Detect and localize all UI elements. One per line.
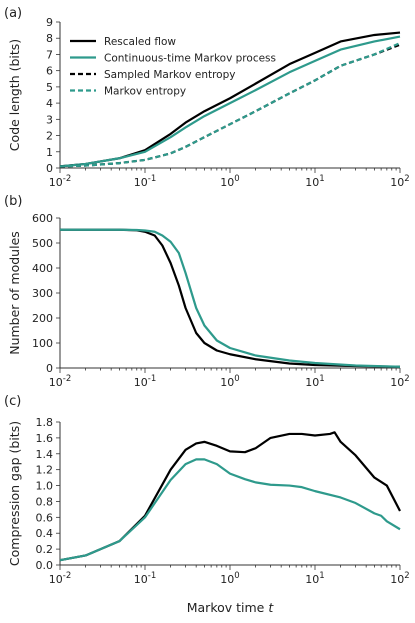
y-tick-label: 400 xyxy=(32,262,53,275)
y-tick-label: 0.0 xyxy=(36,559,54,572)
x-tick-label: 10-1 xyxy=(134,374,156,389)
y-axis-label: Compression gap (bits) xyxy=(7,421,22,566)
legend: Rescaled flow Continuous-time Markov proc… xyxy=(70,36,276,97)
y-tick-label: 4 xyxy=(46,97,53,110)
y-tick-label: 2 xyxy=(46,130,53,143)
y-tick-label: 300 xyxy=(32,287,53,300)
x-tick-label: 101 xyxy=(305,174,324,189)
x-tick-label: 10-2 xyxy=(49,374,71,389)
legend-label: Rescaled flow xyxy=(104,36,176,48)
y-tick-label: 1.8 xyxy=(36,416,54,429)
y-tick-label: 1.4 xyxy=(36,448,54,461)
series-line-1 xyxy=(60,228,401,368)
x-axis-label: Markov time t xyxy=(187,600,275,615)
y-tick-label: 0 xyxy=(46,162,53,175)
x-tick-label: 100 xyxy=(220,374,239,389)
x-tick-label: 10-1 xyxy=(134,174,156,189)
x-tick-label: 10-2 xyxy=(49,174,71,189)
y-tick-label: 8 xyxy=(46,32,53,45)
panel-c: (c) 0.0 0.2 0.4 0.6 0.8 1.0 1.2 1.4 1.6 1.8 10-2 10-… xyxy=(4,394,410,615)
y-tick-label: 100 xyxy=(32,337,53,350)
x-tick-label: 102 xyxy=(390,174,409,189)
y-tick-label: 1.2 xyxy=(36,464,54,477)
legend-label: Continuous-time Markov process xyxy=(104,52,276,64)
x-tick-label: 10-2 xyxy=(49,571,71,586)
y-tick-label: 0.2 xyxy=(36,543,54,556)
y-tick-label: 200 xyxy=(32,312,53,325)
legend-label: Markov entropy xyxy=(104,85,186,97)
legend-label: Sampled Markov entropy xyxy=(104,69,236,81)
y-tick-label: 0.4 xyxy=(36,527,54,540)
series-line-1 xyxy=(59,35,401,168)
x-tick-label: 100 xyxy=(220,571,239,586)
series-line-1 xyxy=(59,458,401,562)
panel-b: (b) 0 100 200 300 400 500 600 10-2 10-1 100 101 102 N… xyxy=(4,194,410,389)
y-tick-label: 1 xyxy=(46,146,53,159)
y-tick-label: 3 xyxy=(46,113,53,126)
y-tick-label: 9 xyxy=(46,16,53,29)
y-tick-label: 6 xyxy=(46,65,53,78)
y-tick-label: 500 xyxy=(32,237,53,250)
x-tick-label: 10-1 xyxy=(134,571,156,586)
y-tick-label: 1.0 xyxy=(36,480,54,493)
y-tick-label: 5 xyxy=(46,81,53,94)
x-tick-label: 100 xyxy=(220,174,239,189)
panel-label: (c) xyxy=(4,394,21,409)
y-tick-label: 0.8 xyxy=(36,495,54,508)
y-tick-label: 7 xyxy=(46,48,53,61)
y-axis-label: Number of modules xyxy=(7,231,22,355)
y-tick-label: 1.6 xyxy=(36,432,54,445)
y-tick-label: 0 xyxy=(46,362,53,375)
x-tick-label: 101 xyxy=(305,374,324,389)
series-line-0 xyxy=(60,228,401,368)
y-tick-label: 600 xyxy=(32,212,53,225)
series-line-3 xyxy=(59,42,401,168)
series-line-0 xyxy=(59,431,401,562)
panel-label: (b) xyxy=(4,194,22,209)
x-tick-label: 101 xyxy=(305,571,324,586)
x-tick-label: 102 xyxy=(390,374,409,389)
x-tick-label: 102 xyxy=(390,571,409,586)
y-tick-label: 0.6 xyxy=(36,511,54,524)
y-axis-label: Code length (bits) xyxy=(7,39,22,151)
panel-a: (a) 0 1 2 3 4 5 6 7 8 9 10-2 10-1 100 101 102 Code lengt… xyxy=(4,6,410,189)
panel-label: (a) xyxy=(4,6,22,21)
